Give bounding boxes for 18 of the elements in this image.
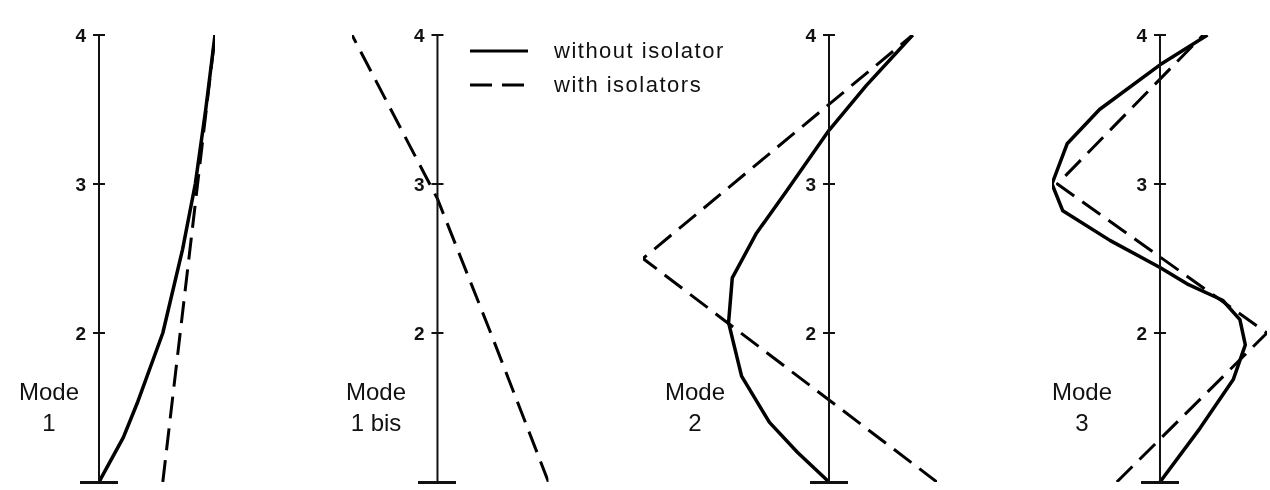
y-tick-label: 2	[1136, 322, 1147, 344]
y-tick-label: 3	[1136, 173, 1147, 195]
y-tick-label: 2	[75, 322, 86, 344]
y-tick-label: 3	[75, 173, 86, 195]
y-tick-label: 4	[75, 24, 87, 46]
y-tick-label: 3	[805, 173, 816, 195]
text: Mode 3	[1050, 377, 1113, 438]
y-tick-label: 2	[805, 322, 816, 344]
text: Mode 1	[17, 377, 80, 438]
legend-label: without isolator	[554, 38, 725, 64]
legend-label: with isolators	[554, 72, 703, 98]
y-tick-label: 4	[413, 24, 425, 46]
text: Mode 2	[663, 377, 726, 438]
text: Mode 1 bis	[344, 377, 407, 438]
y-tick-label: 3	[413, 173, 424, 195]
y-tick-label: 4	[805, 24, 817, 46]
y-tick-label: 2	[413, 322, 424, 344]
y-tick-label: 4	[1136, 24, 1148, 46]
